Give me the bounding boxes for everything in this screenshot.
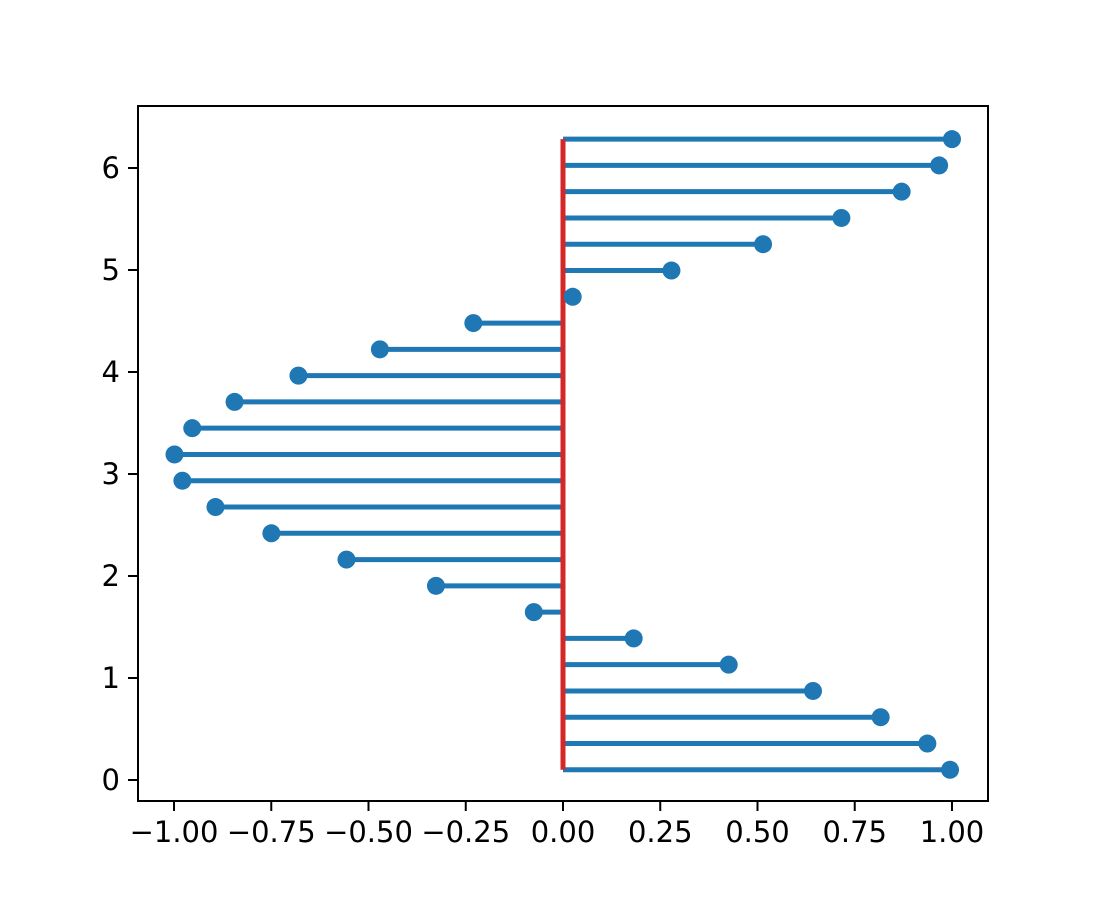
stem-marker [464,314,483,333]
stem-marker [754,235,773,254]
stem-marker [624,629,643,648]
stem-marker [183,419,202,438]
stem-marker [832,208,851,227]
stem-marker [942,130,961,149]
x-axis-tick-label: −0.75 [227,815,316,849]
x-axis-tick-label: −1.00 [130,815,219,849]
axes-border [137,105,989,802]
y-axis-tick-label: 6 [102,151,120,185]
stem-marker [719,655,738,674]
stem-marker [225,392,244,411]
stem-marker [662,261,681,280]
stem-marker [941,760,960,779]
y-axis-tick-label: 3 [102,457,120,491]
stem-marker [262,524,281,543]
stem-marker [165,445,184,464]
y-axis-tick-label: 1 [102,661,120,695]
y-axis-tick-label: 2 [102,559,120,593]
x-axis-tick-label: 0.50 [725,815,790,849]
stem-marker [930,156,949,175]
stem-marker [206,498,225,517]
y-axis-tick-label: 5 [102,253,120,287]
x-axis-tick-label: −0.25 [421,815,510,849]
stem-marker [426,576,445,595]
stem-marker [337,550,356,569]
stem-marker [871,708,890,727]
stem-marker [563,287,582,306]
x-axis-tick-label: −0.50 [324,815,413,849]
stem-marker [803,681,822,700]
stem-marker [524,603,543,622]
x-axis-tick-label: 0.25 [628,815,693,849]
y-axis-tick-label: 4 [102,355,120,389]
x-axis-tick-label: 0.00 [531,815,596,849]
stem-marker [370,340,389,359]
y-axis-tick-label: 0 [102,763,120,797]
stem-marker [173,471,192,490]
x-axis-tick-label: 0.75 [822,815,887,849]
stem-marker [918,734,937,753]
stem-marker [289,366,308,385]
x-axis-tick-label: 1.00 [920,815,985,849]
stem-marker [892,182,911,201]
